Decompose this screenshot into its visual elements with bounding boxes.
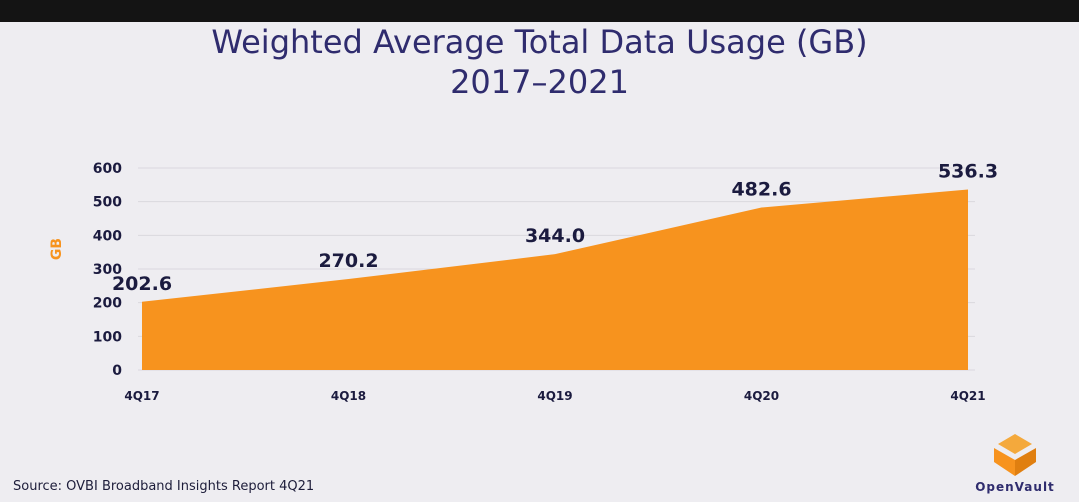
data-label-2: 344.0 — [525, 225, 585, 247]
openvault-logo-icon — [994, 434, 1036, 476]
x-axis-ticks: 4Q17 4Q18 4Q19 4Q20 4Q21 — [124, 389, 985, 403]
data-label-4: 536.3 — [938, 160, 998, 182]
y-tick-2: 200 — [93, 296, 122, 312]
source-note: Source: OVBI Broadband Insights Report 4… — [13, 479, 315, 494]
logo-text: OpenVault — [975, 480, 1055, 494]
y-tick-1: 100 — [93, 329, 122, 345]
x-tick-4Q18: 4Q18 — [331, 389, 366, 403]
y-tick-5: 500 — [93, 195, 122, 211]
data-labels: 202.6 270.2 344.0 482.6 536.3 — [112, 160, 998, 294]
x-tick-4Q17: 4Q17 — [124, 389, 159, 403]
chart-title-block: Weighted Average Total Data Usage (GB) 2… — [0, 22, 1079, 102]
x-tick-4Q19: 4Q19 — [537, 389, 572, 403]
data-label-0: 202.6 — [112, 273, 172, 295]
x-tick-4Q20: 4Q20 — [744, 389, 779, 403]
chart-subtitle: 2017–2021 — [450, 63, 629, 101]
chart-title: Weighted Average Total Data Usage (GB) — [211, 23, 868, 61]
y-tick-6: 600 — [93, 161, 122, 177]
y-tick-4: 400 — [93, 228, 122, 244]
y-tick-3: 300 — [93, 262, 122, 278]
openvault-logo: OpenVault — [970, 432, 1060, 494]
data-area — [142, 189, 968, 370]
data-label-3: 482.6 — [731, 179, 791, 201]
top-bar — [0, 0, 1079, 22]
y-tick-0: 0 — [112, 363, 122, 379]
data-label-1: 270.2 — [318, 250, 378, 272]
x-tick-4Q21: 4Q21 — [950, 389, 985, 403]
y-axis-ticks: 0 100 200 300 400 500 600 — [93, 161, 122, 379]
